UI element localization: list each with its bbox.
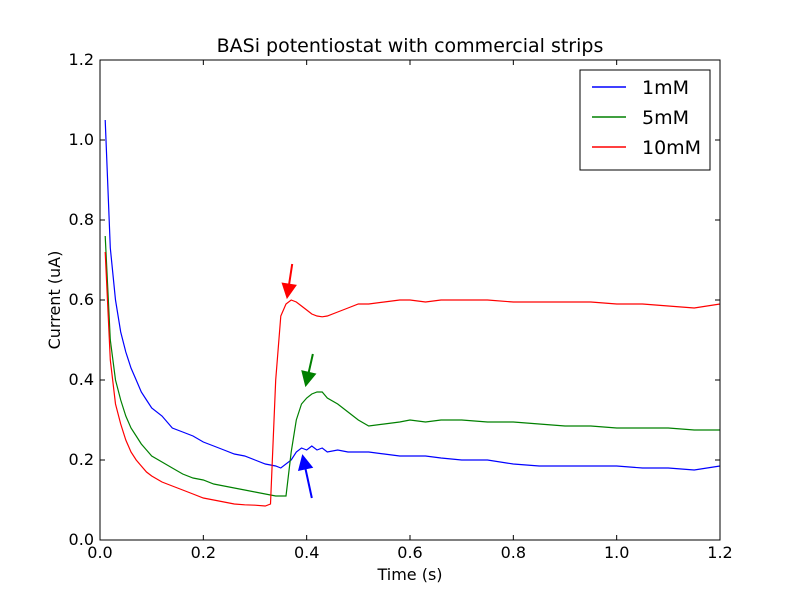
axis-ticks: 0.0 0.2 0.4 0.6 0.8 1.0 1.2 0.0 0.2 0.4 0.6 0.8 1.0 1… — [69, 50, 733, 562]
legend: 1mM 5mM 10mM — [579, 69, 711, 171]
y-tick-label: 0.0 — [69, 530, 94, 549]
y-tick-label: 0.4 — [69, 370, 94, 389]
annotation-arrow-1 — [281, 263, 297, 300]
y-tick-label: 1.0 — [69, 130, 94, 149]
plot-area — [104, 119, 721, 507]
x-tick-label: 1.0 — [604, 543, 629, 562]
y-tick-label: 1.2 — [69, 50, 94, 69]
legend-label-5mM: 5mM — [642, 107, 689, 129]
x-tick-label: 0.4 — [294, 543, 319, 562]
annotation-arrow-2 — [301, 353, 317, 388]
x-tick-label: 0.2 — [191, 543, 216, 562]
annotation-arrow-3 — [297, 454, 314, 499]
x-tick-label: 0.0 — [87, 543, 112, 562]
x-tick-label: 0.6 — [397, 543, 422, 562]
y-tick-label: 0.6 — [69, 290, 94, 309]
legend-label-1mM: 1mM — [642, 77, 689, 99]
y-axis-label: Current (uA) — [45, 251, 64, 350]
y-tick-label: 0.2 — [69, 450, 94, 469]
x-axis-label: Time (s) — [376, 565, 442, 584]
y-tick-label: 0.8 — [69, 210, 94, 229]
legend-label-10mM: 10mM — [642, 137, 701, 159]
series-line-1mM — [104, 119, 721, 471]
x-tick-label: 0.8 — [501, 543, 526, 562]
series-line-10mM — [104, 251, 721, 507]
x-tick-label: 1.2 — [707, 543, 732, 562]
chart-title: BASi potentiostat with commercial strips — [217, 35, 604, 57]
series-line-5mM — [104, 235, 720, 497]
